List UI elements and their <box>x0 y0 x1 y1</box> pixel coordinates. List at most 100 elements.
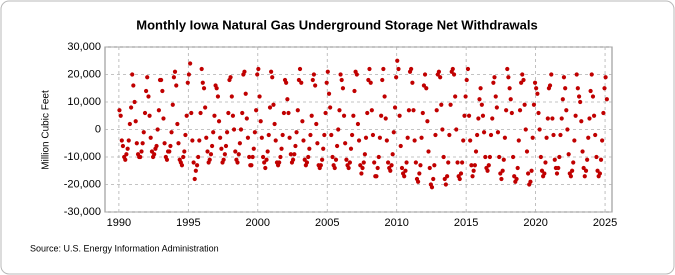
data-point <box>118 113 123 118</box>
data-point <box>551 132 556 138</box>
data-point <box>320 157 325 162</box>
data-point <box>434 108 439 113</box>
data-point <box>519 80 524 85</box>
data-point <box>583 168 589 173</box>
data-point <box>544 135 549 140</box>
data-point <box>442 176 447 182</box>
data-point <box>491 80 496 85</box>
data-point <box>388 168 393 173</box>
data-point <box>297 66 303 72</box>
data-point <box>237 141 242 146</box>
data-point <box>579 119 584 124</box>
data-point <box>485 168 490 173</box>
data-point <box>385 160 391 165</box>
data-point <box>501 157 506 162</box>
data-point <box>362 152 367 157</box>
data-point <box>463 94 468 99</box>
data-point <box>564 108 569 113</box>
data-point <box>175 121 180 127</box>
data-point <box>369 108 374 113</box>
data-point <box>563 86 568 91</box>
data-point <box>524 149 530 154</box>
x-tick-label: 1990 <box>107 217 131 229</box>
data-point <box>507 86 512 91</box>
data-point <box>383 116 388 121</box>
data-point <box>425 119 430 124</box>
data-point <box>332 165 337 171</box>
data-point <box>343 141 348 146</box>
data-point <box>251 146 256 151</box>
data-point <box>516 138 521 143</box>
source-note: Source: U.S. Energy Information Administ… <box>30 243 219 253</box>
data-point <box>363 135 369 140</box>
data-point <box>481 130 487 135</box>
data-point <box>360 165 365 171</box>
data-point <box>285 97 290 102</box>
data-point <box>326 91 332 96</box>
data-point <box>586 135 591 140</box>
data-point <box>171 75 176 80</box>
data-point <box>184 113 189 118</box>
data-point <box>346 165 351 171</box>
data-point <box>568 174 573 179</box>
data-point <box>340 86 346 91</box>
data-point <box>169 130 174 135</box>
data-point <box>593 132 598 138</box>
data-point <box>228 75 233 80</box>
data-point <box>559 116 564 121</box>
data-point <box>392 105 398 110</box>
data-point <box>160 88 165 94</box>
data-point <box>270 75 275 80</box>
x-tick-label: 2000 <box>246 217 270 229</box>
y-tick-label: -10,000 <box>64 151 101 163</box>
data-point <box>344 157 349 162</box>
data-point <box>130 72 135 77</box>
data-point <box>458 171 464 176</box>
data-point <box>299 80 304 85</box>
data-point <box>420 110 425 116</box>
y-axis-label: Million Cubic Feet <box>41 90 52 170</box>
data-point <box>223 143 229 149</box>
data-point <box>354 72 359 77</box>
data-point <box>235 160 240 165</box>
data-point <box>538 154 543 160</box>
data-point <box>293 143 298 149</box>
data-point <box>295 108 300 113</box>
data-point <box>229 94 234 99</box>
data-point <box>588 88 593 94</box>
data-point <box>322 132 327 138</box>
data-point <box>197 138 202 143</box>
data-point <box>347 160 352 165</box>
data-point <box>352 88 357 94</box>
data-point <box>594 154 599 160</box>
data-point <box>471 168 476 173</box>
data-point <box>355 121 361 127</box>
data-point <box>301 138 306 143</box>
data-point <box>215 94 221 99</box>
data-point <box>566 152 571 157</box>
data-point <box>311 72 317 77</box>
data-point <box>140 141 145 146</box>
chart-title: Monthly Iowa Natural Gas Underground Sto… <box>136 17 537 32</box>
data-point <box>129 105 134 110</box>
plot-area: -30,000 -20,000 -10,000 0 10,000 20,000 30,000… <box>64 41 618 229</box>
data-point <box>520 72 525 77</box>
data-point <box>597 171 603 176</box>
y-tick-label: 10,000 <box>67 96 101 108</box>
data-point <box>432 163 437 168</box>
data-point <box>189 110 194 116</box>
data-point <box>441 154 446 160</box>
data-point <box>429 185 435 190</box>
data-point <box>294 130 299 135</box>
data-point <box>487 154 493 160</box>
data-point <box>390 152 395 157</box>
data-point <box>508 97 513 102</box>
data-point <box>141 130 146 135</box>
data-point <box>183 132 188 138</box>
data-point <box>591 113 597 118</box>
data-point <box>511 154 516 160</box>
data-point <box>273 138 278 143</box>
data-point <box>226 110 231 116</box>
data-point <box>306 154 311 160</box>
data-point <box>258 119 263 124</box>
